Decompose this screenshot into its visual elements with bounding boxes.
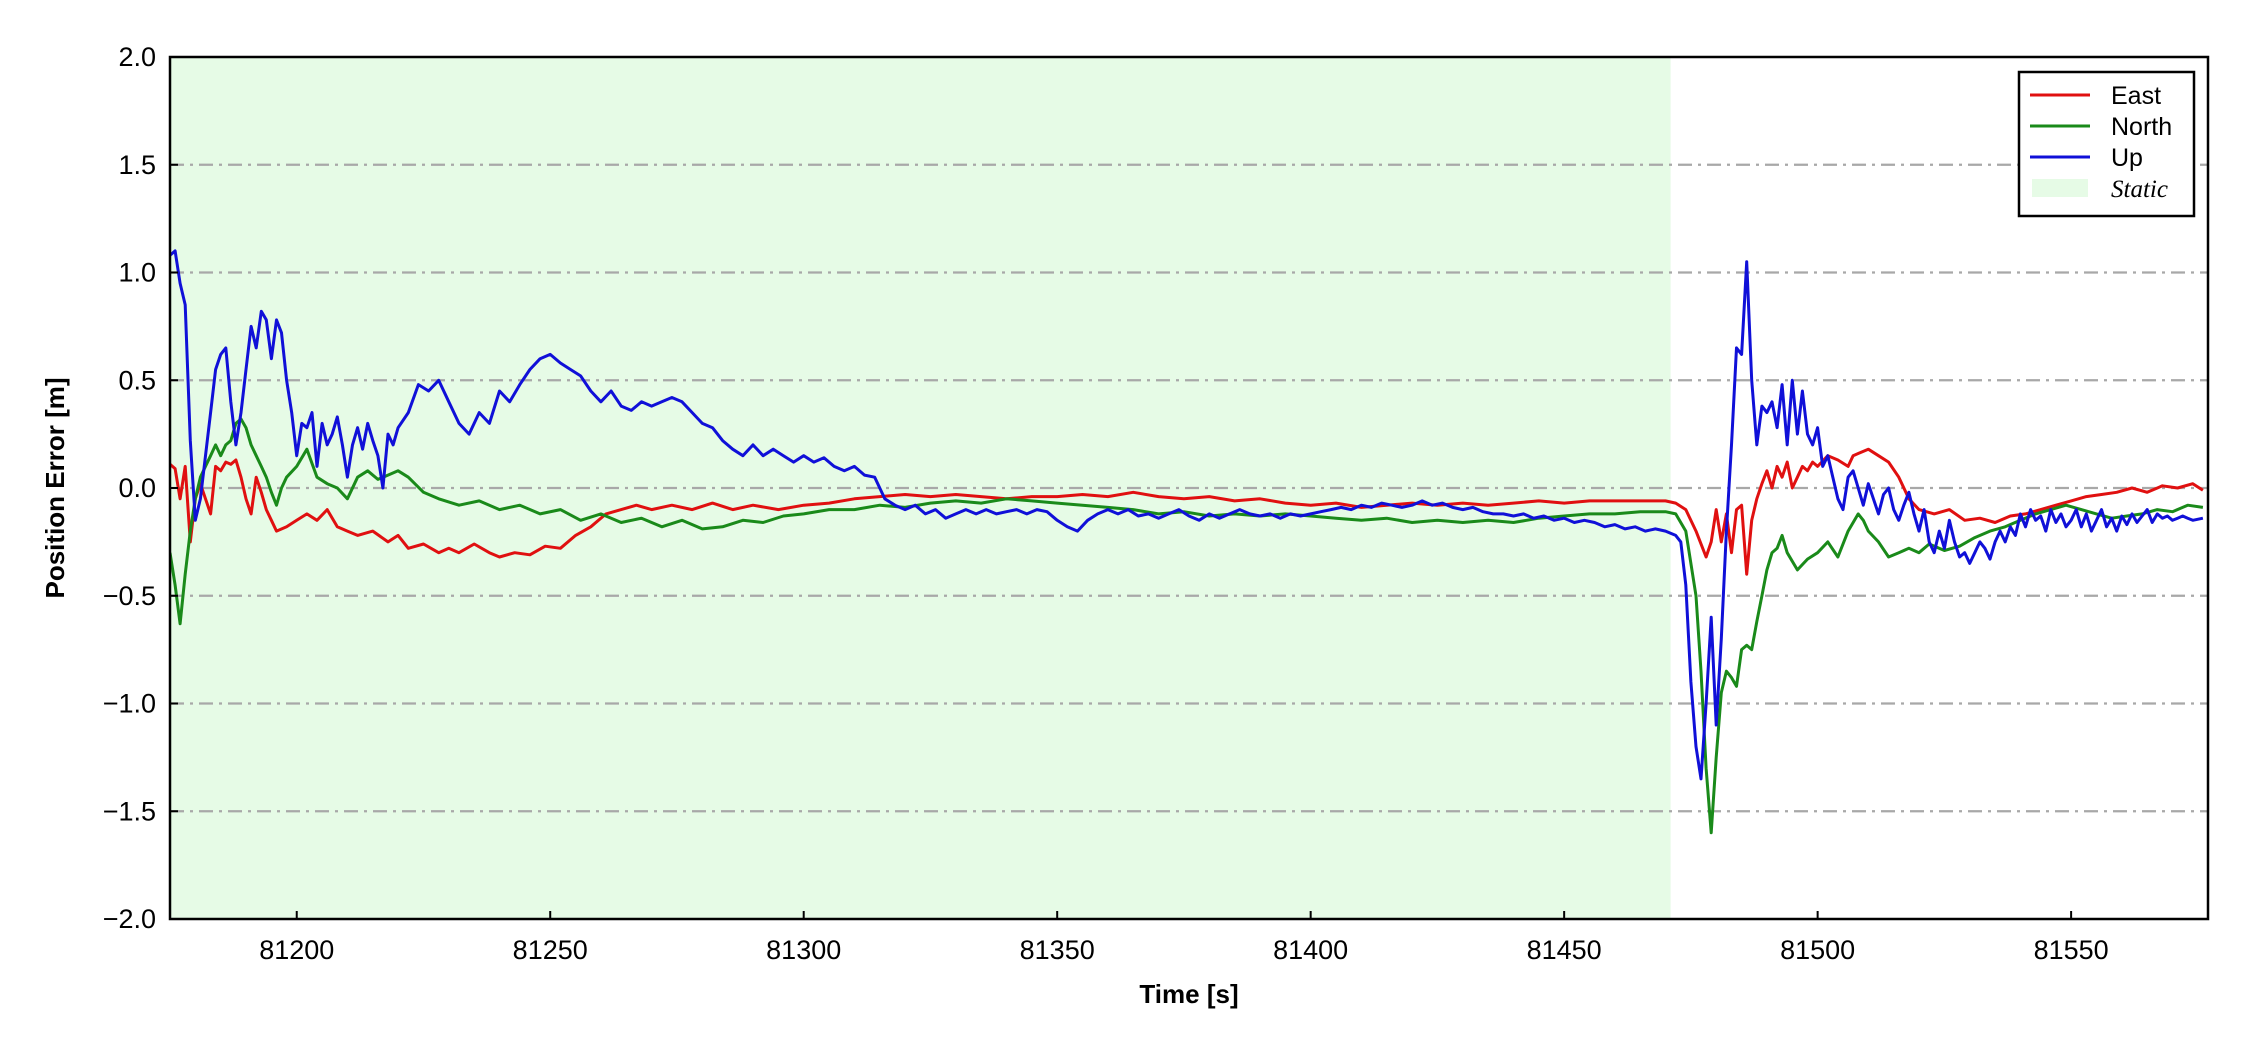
x-tick-label: 81250 [513, 935, 588, 965]
grid-lines [170, 163, 2208, 813]
x-tick-label: 81200 [259, 935, 334, 965]
y-tick-label: −1.0 [103, 689, 156, 719]
x-tick-label: 81450 [1527, 935, 1602, 965]
legend-label-static: Static [2111, 176, 2168, 203]
y-tick-label: 1.5 [118, 150, 156, 180]
y-tick-label: 1.0 [118, 258, 156, 288]
series-line-east [170, 447, 2204, 576]
series-line-north [170, 417, 2204, 835]
x-axis-title: Time [s] [1139, 979, 1238, 1009]
legend-label-up: Up [2111, 144, 2143, 172]
series-line-up [170, 249, 2204, 781]
y-tick-label: −2.0 [103, 904, 156, 934]
y-tick-label: 0.5 [118, 365, 156, 395]
y-tick-label: −0.5 [103, 581, 156, 611]
series-lines [170, 249, 2204, 835]
x-tick-label: 81400 [1273, 935, 1348, 965]
x-tick-label: 81350 [1020, 935, 1095, 965]
y-tick-label: 2.0 [118, 42, 156, 72]
axis-ticks: 81200 81250 81300 81350 81400 81450 81500 81550… [103, 42, 2109, 965]
legend-swatch-static [2032, 179, 2088, 197]
legend: East North Up Static [2017, 70, 2196, 218]
legend-label-east: East [2111, 82, 2161, 110]
x-tick-label: 81300 [766, 935, 841, 965]
y-tick-label: 0.0 [118, 473, 156, 503]
y-tick-label: −1.5 [103, 796, 156, 826]
y-axis-title: Position Error [m] [40, 377, 70, 598]
x-tick-label: 81500 [1780, 935, 1855, 965]
legend-label-north: North [2111, 113, 2172, 141]
x-tick-label: 81550 [2034, 935, 2109, 965]
